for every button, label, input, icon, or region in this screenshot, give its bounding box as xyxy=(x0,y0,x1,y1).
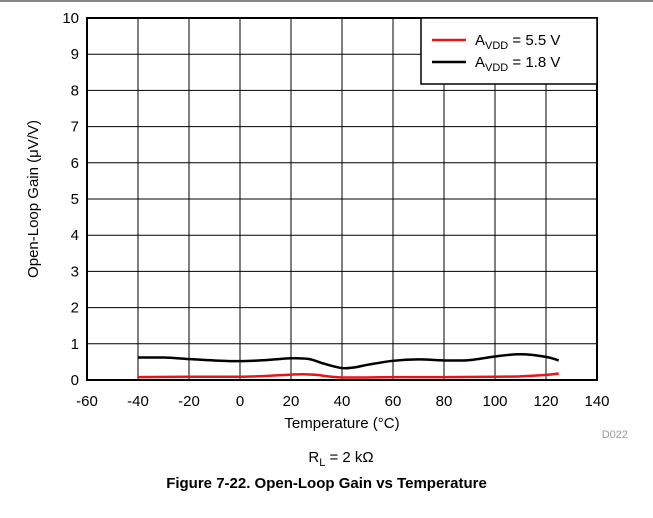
x-tick-label: 0 xyxy=(236,393,244,410)
x-tick-labels: -60 -40 -20 0 20 40 60 80 100 120 140 xyxy=(76,393,609,410)
x-tick-label: -60 xyxy=(76,393,98,410)
y-tick-label: 8 xyxy=(71,82,79,99)
legend-entry-5v5: AVDD = 5.5 V xyxy=(475,32,560,52)
y-tick-label: 5 xyxy=(71,191,79,208)
y-axis-label: Open-Loop Gain (μV/V) xyxy=(25,120,42,278)
legend-box xyxy=(420,17,598,85)
series-line-0 xyxy=(137,372,559,379)
figure-caption: Figure 7-22. Open-Loop Gain vs Temperatu… xyxy=(166,475,487,492)
x-tick-label: 140 xyxy=(584,393,609,410)
legend-entry-1v8: AVDD = 1.8 V xyxy=(475,54,560,74)
series-lines xyxy=(137,353,560,379)
x-axis-label: Temperature (°C) xyxy=(284,415,399,432)
x-tick-label: 80 xyxy=(436,393,453,410)
x-tick-label: 20 xyxy=(283,393,300,410)
legend: AVDD = 5.5 V AVDD = 1.8 V xyxy=(420,17,598,85)
plot-border xyxy=(86,17,598,381)
y-tick-label: 0 xyxy=(71,372,79,389)
series-line-1 xyxy=(137,353,560,370)
y-tick-label: 6 xyxy=(71,155,79,172)
y-tick-label: 3 xyxy=(71,263,79,280)
figure-id-annotation: D022 xyxy=(602,429,628,441)
x-tick-label: -20 xyxy=(178,393,200,410)
x-tick-label: -40 xyxy=(127,393,149,410)
y-tick-label: 2 xyxy=(71,300,79,317)
x-tick-label: 100 xyxy=(482,393,507,410)
x-tick-label: 40 xyxy=(334,393,351,410)
x-tick-label: 60 xyxy=(385,393,402,410)
y-tick-label: 10 xyxy=(62,10,79,27)
top-rule xyxy=(0,0,653,2)
test-condition: RL = 2 kΩ xyxy=(308,449,373,469)
y-tick-label: 1 xyxy=(71,336,79,353)
open-loop-gain-chart: -60 -40 -20 0 20 40 60 80 100 120 140 0 1 2 3 4 5 6 7 8 9 10… xyxy=(25,10,628,469)
y-tick-label: 9 xyxy=(71,46,79,63)
y-tick-label: 7 xyxy=(71,119,79,136)
y-tick-labels: 0 1 2 3 4 5 6 7 8 9 10 xyxy=(62,10,79,389)
x-tick-label: 120 xyxy=(533,393,558,410)
y-tick-label: 4 xyxy=(71,227,79,244)
